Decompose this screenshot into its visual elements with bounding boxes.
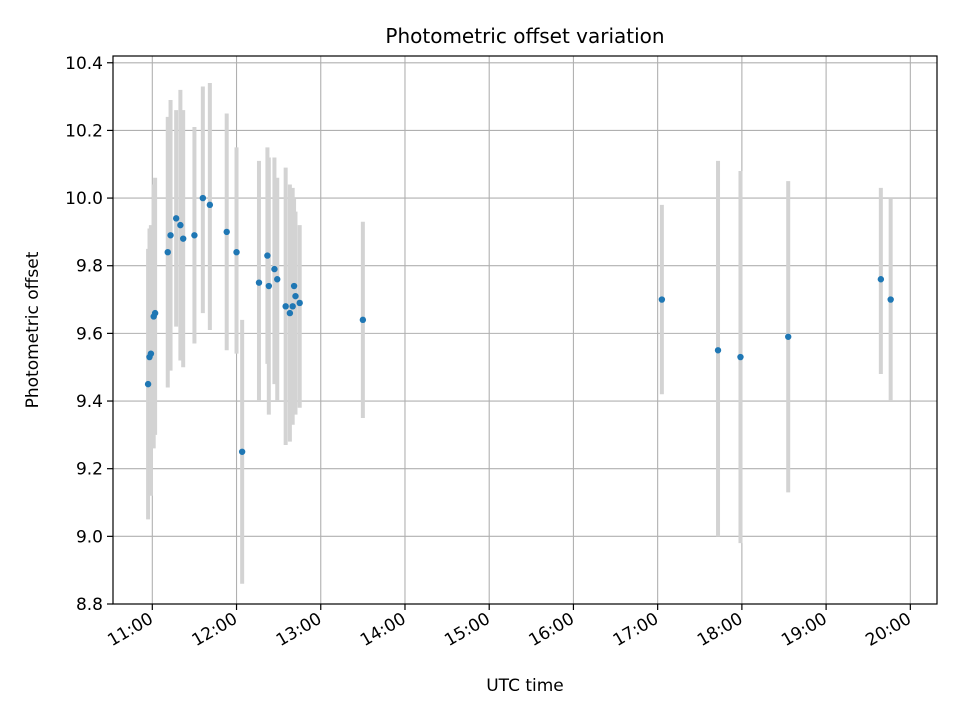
y-tick-label: 10.2 xyxy=(65,121,103,141)
data-point xyxy=(199,194,207,202)
plot-area-frame xyxy=(112,55,938,605)
data-point xyxy=(147,350,155,357)
data-point xyxy=(785,333,792,340)
data-point xyxy=(282,303,289,310)
y-tick-label: 9.6 xyxy=(76,324,103,344)
data-point xyxy=(265,282,273,290)
data-point xyxy=(271,265,278,273)
data-point xyxy=(274,276,281,283)
data-point xyxy=(191,232,198,239)
data-point xyxy=(172,215,180,222)
data-point xyxy=(167,232,174,239)
data-point xyxy=(737,353,744,361)
data-point xyxy=(255,279,263,286)
chart-title: Photometric offset variation xyxy=(385,24,664,48)
y-tick-label: 10.4 xyxy=(65,54,103,74)
y-axis-label: Photometric offset xyxy=(23,251,43,408)
y-axis: 8.8 9.0 9.2 9.4 9.6 9.8 10.0 10.2 10.4 xyxy=(65,54,113,615)
y-tick-label: 9.8 xyxy=(76,257,103,277)
y-tick-label: 9.4 xyxy=(76,392,103,412)
y-tick-label: 9.2 xyxy=(76,460,103,480)
data-point xyxy=(658,296,666,303)
y-tick-label: 10.0 xyxy=(65,189,103,209)
data-point xyxy=(714,347,722,354)
data-point xyxy=(887,296,894,303)
data-point xyxy=(151,309,159,317)
data-point xyxy=(206,201,214,209)
data-point xyxy=(286,309,294,317)
data-point xyxy=(238,448,246,455)
data-point xyxy=(289,303,296,310)
x-axis-label: UTC time xyxy=(486,676,564,696)
data-point xyxy=(177,221,184,229)
y-tick-label: 9.0 xyxy=(76,527,103,547)
data-point xyxy=(144,380,152,388)
data-point xyxy=(359,316,367,324)
data-point xyxy=(223,228,230,236)
data-point xyxy=(264,252,271,259)
data-point xyxy=(179,235,187,242)
data-point xyxy=(877,276,885,283)
data-point xyxy=(233,248,240,256)
data-point xyxy=(164,248,171,256)
data-point xyxy=(290,282,298,290)
data-points xyxy=(144,194,894,455)
y-tick-label: 8.8 xyxy=(76,595,103,615)
data-point xyxy=(292,292,299,300)
data-point xyxy=(296,299,303,307)
